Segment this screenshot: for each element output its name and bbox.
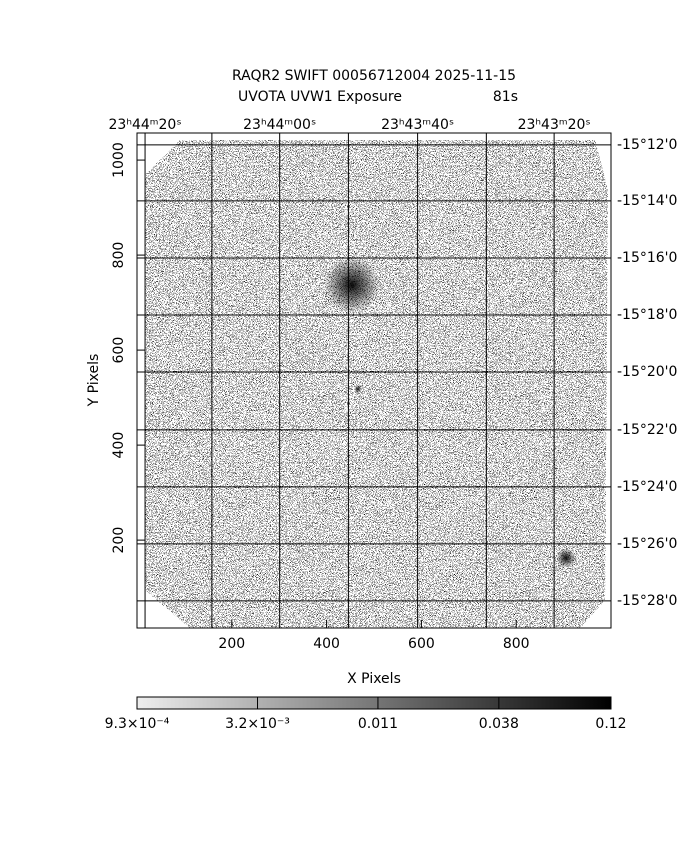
source [324, 257, 380, 313]
source [556, 548, 576, 568]
y2-tick-label: -15°24'0 [617, 479, 677, 495]
colorbar-label: 0.12 [595, 716, 626, 732]
y-tick-label: 200 [111, 527, 127, 554]
colorbar-label: 9.3×10⁻⁴ [105, 716, 170, 732]
x2-tick-label: 23ʰ43ᵐ40ˢ [381, 117, 454, 133]
x2-tick-label: 23ʰ43ᵐ20ˢ [518, 117, 591, 133]
y2-tick-label: -15°20'0 [617, 364, 677, 380]
colorbar-label: 0.038 [479, 716, 519, 732]
x-tick-label: 800 [503, 636, 530, 652]
source [354, 385, 362, 393]
y2-tick-label: -15°16'0 [617, 250, 677, 266]
image [145, 140, 608, 628]
chart-title: RAQR2 SWIFT 00056712004 2025-11-15 [232, 68, 516, 84]
subtitle: UVOTA UVW1 Exposure [238, 89, 402, 105]
y2-tick-label: -15°28'0 [617, 593, 677, 609]
x2-tick-label: 23ʰ44ᵐ00ˢ [243, 117, 316, 133]
exposure: 81s [493, 89, 518, 105]
x-tick-label: 600 [408, 636, 435, 652]
colorbar-label: 3.2×10⁻³ [225, 716, 290, 732]
x-axis-label: X Pixels [347, 671, 401, 687]
colorbar-label: 0.011 [358, 716, 398, 732]
y-tick-label: 400 [111, 432, 127, 459]
y2-tick-label: -15°12'0 [617, 137, 677, 153]
x2-tick-label: 23ʰ44ᵐ20ˢ [109, 117, 182, 133]
image-noise [145, 140, 608, 628]
y-tick-label: 800 [111, 242, 127, 269]
y-tick-label: 1000 [111, 142, 127, 178]
x-tick-label: 200 [218, 636, 245, 652]
colorbar [136, 696, 612, 710]
y2-tick-label: -15°26'0 [617, 536, 677, 552]
y-axis-label: Y Pixels [86, 354, 102, 408]
y2-tick-label: -15°18'0 [617, 307, 677, 323]
y2-tick-label: -15°22'0 [617, 422, 677, 438]
y2-tick-label: -15°14'0 [617, 193, 677, 209]
x-tick-label: 400 [313, 636, 340, 652]
y-tick-label: 600 [111, 337, 127, 364]
plot-frame [136, 132, 612, 629]
